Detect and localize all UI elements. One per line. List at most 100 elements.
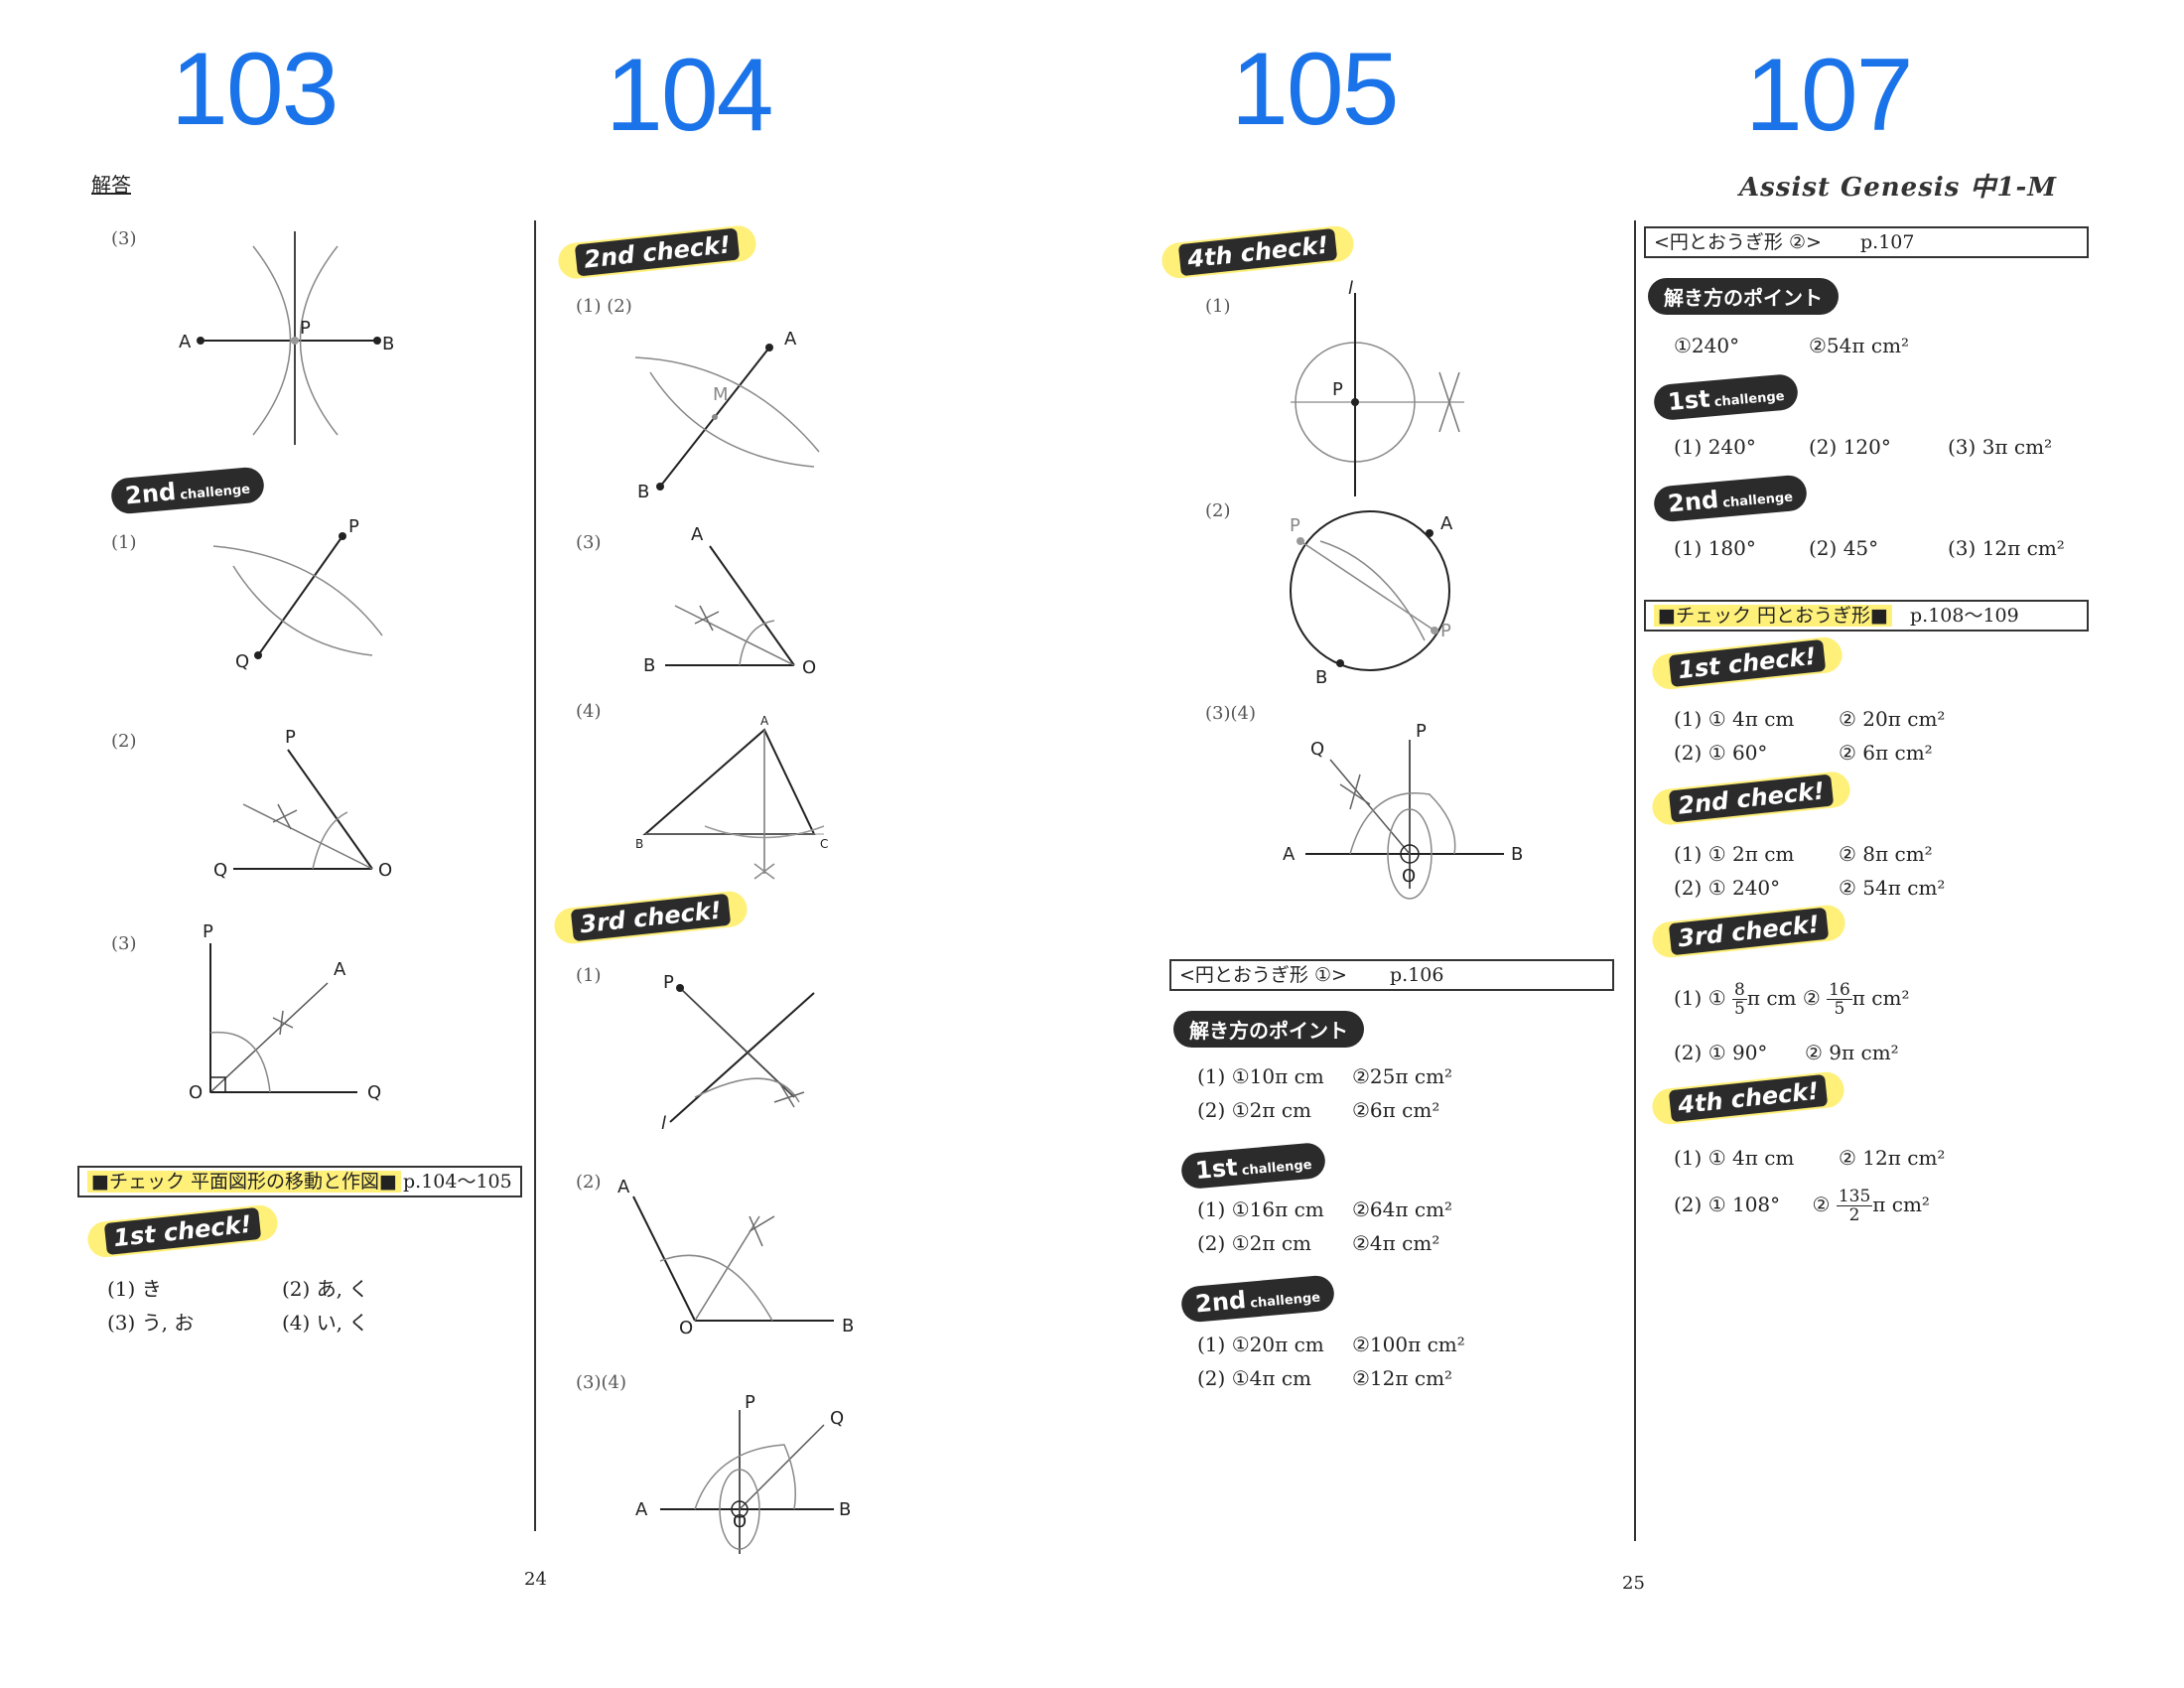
check1-answer-2a: (2) ① 60° bbox=[1674, 741, 1768, 765]
check-4th-badge: 4th check! bbox=[1160, 223, 1356, 281]
point-answer-1a: (1) ①10π cm bbox=[1197, 1064, 1324, 1088]
question-label: (3)(4) bbox=[576, 1372, 626, 1393]
point-a-label: A bbox=[784, 329, 797, 350]
question-label: (1) bbox=[576, 965, 602, 986]
section-header-title: <円とおうぎ形 ①> bbox=[1179, 964, 1347, 986]
challenge2-answer-2: (2) 45° bbox=[1809, 536, 1879, 560]
question-label: (2) bbox=[111, 731, 137, 752]
point-a-label: A bbox=[334, 959, 346, 980]
challenge-2nd-badge: 2nd challenge bbox=[1179, 1274, 1336, 1324]
figure-circle-chord: P A P B bbox=[1290, 510, 1453, 688]
check-section-header: ■チェック 円とおうぎ形■ p.108〜109 bbox=[1644, 600, 2089, 632]
challenge2-answer-1b: ②100π cm² bbox=[1352, 1333, 1465, 1356]
point-answer-1b: ②25π cm² bbox=[1352, 1064, 1453, 1088]
check-section-page: p.104〜105 bbox=[403, 1171, 512, 1193]
check-4th-badge: 4th check! bbox=[1650, 1069, 1846, 1127]
point-o-label: O bbox=[189, 1082, 203, 1103]
line-l-label: l bbox=[661, 1113, 666, 1134]
check-1st-badge: 1st check! bbox=[1650, 635, 1843, 691]
point-a-label: A bbox=[617, 1177, 630, 1197]
column-divider-left bbox=[534, 220, 536, 1531]
point-m-label: M bbox=[713, 384, 729, 405]
figure-perpendicular-bisector: A B P bbox=[179, 231, 394, 445]
check3-answer-2b: ② 9π cm² bbox=[1805, 1041, 1899, 1064]
point-q-label: Q bbox=[235, 651, 249, 672]
point-o-label: O bbox=[679, 1318, 693, 1338]
point-b-label: B bbox=[839, 1499, 851, 1520]
figure-angle-bisector-2: B O A bbox=[643, 524, 816, 678]
check-2nd-badge: 2nd check! bbox=[556, 223, 758, 281]
point-a-label: A bbox=[1440, 513, 1453, 534]
answer-3: (3) う, お bbox=[107, 1311, 195, 1335]
page-label-104: 104 bbox=[606, 38, 774, 153]
section-header-page: p.107 bbox=[1860, 231, 1915, 253]
check1-answer-1b: ② 20π cm² bbox=[1839, 707, 1946, 731]
check2-answer-1a: (1) ① 2π cm bbox=[1674, 842, 1795, 866]
challenge1-answer-1: (1) 240° bbox=[1674, 435, 1756, 459]
check4-answer-2: (2) ① 108° ② 135 2 π cm² bbox=[1674, 1187, 1930, 1225]
figure-circle-tangent: P l bbox=[1291, 278, 1464, 496]
figure-triangle-altitude: B A C bbox=[635, 714, 828, 880]
challenge1-answer-1a: (1) ①16π cm bbox=[1197, 1197, 1324, 1221]
brand-logo: Assist Genesis 中1-M bbox=[1739, 173, 2058, 203]
question-label: (4) bbox=[576, 701, 602, 722]
check-section-title: ■チェック 平面図形の移動と作図■ bbox=[87, 1171, 401, 1193]
point-q-label: Q bbox=[367, 1082, 381, 1103]
point-p-label: P bbox=[663, 972, 674, 993]
challenge2-answer-2a: (2) ①4π cm bbox=[1197, 1366, 1312, 1390]
check-section-title: ■チェック 円とおうぎ形■ bbox=[1654, 605, 1892, 627]
question-label: (2) bbox=[1205, 500, 1231, 521]
point-b-label: B bbox=[1511, 844, 1523, 865]
challenge2-answer-3: (3) 12π cm² bbox=[1948, 536, 2065, 560]
point-o-label: O bbox=[1402, 866, 1416, 887]
solution-point-badge: 解き方のポイント bbox=[1648, 278, 1839, 315]
figure-right-angle-bisector: O Q P A bbox=[189, 921, 381, 1103]
challenge1-answer-2: (2) 120° bbox=[1809, 435, 1891, 459]
point-answer-2b: ②6π cm² bbox=[1352, 1098, 1440, 1122]
point-b-label: B bbox=[637, 482, 649, 502]
question-label: (1) (2) bbox=[576, 296, 632, 317]
figure-perpendicular-and-bisector: A B P Q O bbox=[635, 1392, 851, 1554]
challenge-1st-badge: 1st challenge bbox=[1652, 372, 1800, 422]
point-answer-1: ①240° bbox=[1674, 334, 1740, 357]
section-header-circle-1: <円とおうぎ形 ①> p.106 bbox=[1169, 959, 1614, 991]
question-label: (3) bbox=[111, 933, 137, 954]
page-label-107: 107 bbox=[1745, 38, 1914, 153]
point-c-label: C bbox=[820, 837, 828, 851]
challenge1-answer-3: (3) 3π cm² bbox=[1948, 435, 2053, 459]
point-p1-label: P bbox=[1290, 515, 1300, 536]
answer-2: (2) あ, く bbox=[282, 1277, 369, 1301]
check2-answer-2a: (2) ① 240° bbox=[1674, 876, 1781, 900]
point-a-label: A bbox=[760, 714, 769, 728]
question-label: (3) bbox=[111, 228, 137, 249]
figure-angle-bisector: Q O P bbox=[213, 727, 392, 881]
column-divider-right bbox=[1634, 220, 1636, 1541]
point-q-label: Q bbox=[830, 1408, 844, 1429]
question-label: (1) bbox=[1205, 296, 1231, 317]
point-p-label: P bbox=[1332, 379, 1343, 400]
figure-obtuse-angle-bisector: A O B bbox=[617, 1177, 854, 1338]
page-label-103: 103 bbox=[171, 32, 340, 147]
point-q-label: Q bbox=[213, 860, 227, 881]
point-a-label: A bbox=[179, 332, 192, 352]
point-p-label: P bbox=[285, 727, 296, 748]
page-label-105: 105 bbox=[1231, 32, 1400, 147]
check-section-header: ■チェック 平面図形の移動と作図■ p.104〜105 bbox=[77, 1166, 522, 1197]
footer-page-number-right: 25 bbox=[1622, 1573, 1645, 1594]
footer-page-number-left: 24 bbox=[524, 1569, 547, 1590]
challenge1-answer-2b: ②4π cm² bbox=[1352, 1231, 1440, 1255]
section-header-page: p.106 bbox=[1390, 964, 1444, 986]
point-o-label: O bbox=[378, 860, 392, 881]
check4-answer-1a: (1) ① 4π cm bbox=[1674, 1146, 1795, 1170]
point-p-label: P bbox=[300, 318, 311, 339]
challenge1-answer-2a: (2) ①2π cm bbox=[1197, 1231, 1312, 1255]
line-l-label: l bbox=[1348, 278, 1353, 299]
point-b-label: B bbox=[842, 1316, 854, 1336]
point-a-label: A bbox=[635, 1499, 648, 1520]
check-section-page: p.108〜109 bbox=[1910, 605, 2019, 627]
challenge-2nd-badge: 2nd challenge bbox=[109, 466, 266, 515]
check-3rd-badge: 3rd check! bbox=[552, 889, 750, 946]
challenge-1st-badge: 1st challenge bbox=[1179, 1141, 1327, 1191]
challenge2-answer-1: (1) 180° bbox=[1674, 536, 1756, 560]
